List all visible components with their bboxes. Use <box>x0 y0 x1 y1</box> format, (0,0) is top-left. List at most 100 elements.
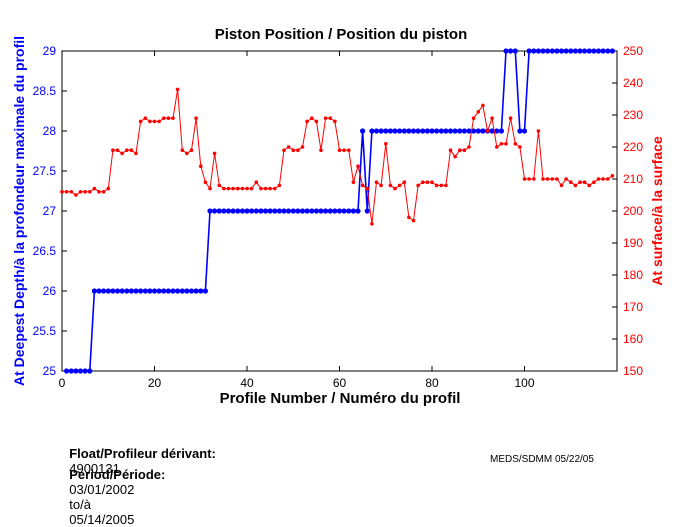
left-y-tick-label: 27.5 <box>33 164 57 178</box>
surface-data-point <box>342 148 346 152</box>
surface-data-point <box>481 103 485 108</box>
surface-data-point <box>268 186 272 191</box>
left-y-axis-label: At Deepest Depth/à la profondeur maximal… <box>11 36 27 386</box>
deepest-depth-data-point <box>216 208 222 214</box>
surface-data-point <box>490 116 494 120</box>
deepest-depth-data-point <box>503 48 509 54</box>
surface-data-point <box>541 177 545 181</box>
deepest-depth-data-point <box>188 288 195 294</box>
surface-data-point <box>351 180 356 184</box>
surface-data-point <box>157 119 161 124</box>
deepest-depth-data-point <box>341 208 347 214</box>
deepest-depth-data-point <box>82 368 88 374</box>
deepest-depth-data-point <box>128 288 134 294</box>
float-label: Float/Profileur dérivant: <box>69 446 216 461</box>
right-y-tick-label: 230 <box>623 108 643 122</box>
surface-data-point <box>92 186 97 191</box>
deepest-depth-data-point <box>355 208 361 214</box>
surface-data-point <box>587 183 592 188</box>
deepest-depth-data-point <box>373 128 380 134</box>
deepest-depth-data-point <box>461 128 467 134</box>
deepest-depth-data-point <box>281 208 287 214</box>
deepest-depth-data-point <box>577 48 583 54</box>
surface-data-point <box>439 183 444 188</box>
surface-data-point <box>194 116 198 120</box>
surface-data-point <box>60 190 64 194</box>
surface-data-point <box>333 119 337 124</box>
surface-data-point <box>83 190 87 194</box>
deepest-depth-data-point <box>457 128 463 134</box>
surface-data-point <box>393 186 397 191</box>
deepest-depth-data-point <box>262 208 269 214</box>
surface-data-point <box>559 183 564 188</box>
left-y-tick-label: 25 <box>43 364 57 378</box>
surface-data-point <box>203 180 208 184</box>
deepest-depth-data-point <box>475 128 481 134</box>
x-axis-label: Profile Number / Numéro du profil <box>220 390 461 407</box>
surface-data-point <box>64 190 69 194</box>
surface-data-point <box>582 180 587 184</box>
deepest-depth-data-point <box>549 48 555 54</box>
deepest-depth-data-point <box>424 128 430 134</box>
deepest-depth-data-point <box>221 208 227 214</box>
deepest-depth-data-point <box>512 48 518 54</box>
surface-data-point <box>411 218 416 223</box>
surface-data-point <box>249 186 254 191</box>
deepest-depth-data-point <box>346 208 352 214</box>
surface-data-point <box>374 180 379 184</box>
surface-data-point <box>97 190 101 194</box>
surface-data-point <box>458 148 462 152</box>
surface-data-point <box>596 177 601 181</box>
deepest-depth-data-point <box>295 208 301 214</box>
deepest-depth-data-point <box>429 128 435 134</box>
surface-data-point <box>273 186 277 191</box>
x-tick-label: 20 <box>148 376 162 390</box>
surface-series-line <box>62 89 613 224</box>
deepest-depth-data-point <box>517 128 523 134</box>
surface-data-point <box>236 186 240 191</box>
surface-data-point <box>397 183 402 188</box>
deepest-depth-data-point <box>304 208 310 214</box>
x-tick-label: 0 <box>59 376 66 390</box>
x-tick-label: 80 <box>425 376 439 390</box>
left-y-tick-label: 26 <box>43 284 57 298</box>
deepest-depth-data-point <box>161 288 167 294</box>
series-layer <box>60 48 616 374</box>
surface-data-point <box>106 186 111 191</box>
surface-data-point <box>125 148 129 152</box>
surface-data-point <box>286 145 291 149</box>
deepest-depth-data-point <box>521 128 528 134</box>
deepest-depth-data-point <box>568 48 574 54</box>
right-y-tick-label: 190 <box>623 236 643 250</box>
deepest-depth-data-point <box>114 288 121 294</box>
surface-data-point <box>175 87 180 92</box>
surface-data-point <box>573 183 578 188</box>
deepest-depth-data-point <box>318 208 324 214</box>
deepest-depth-data-point <box>110 288 116 294</box>
deepest-depth-data-point <box>313 208 319 214</box>
right-y-tick-label: 150 <box>623 364 643 378</box>
right-y-tick-label: 180 <box>623 268 643 282</box>
surface-data-point <box>555 177 559 181</box>
deepest-depth-data-point <box>327 208 333 214</box>
deepest-depth-data-point <box>387 128 393 134</box>
deepest-depth-data-point <box>360 128 366 134</box>
left-y-tick-label: 29 <box>43 44 57 58</box>
surface-data-point <box>148 119 152 124</box>
x-tick-label: 40 <box>240 376 254 390</box>
x-tick-label: 100 <box>514 376 534 390</box>
surface-data-point <box>485 129 490 133</box>
surface-data-point <box>407 215 411 220</box>
deepest-depth-data-point <box>249 208 255 214</box>
surface-data-point <box>495 145 499 149</box>
deepest-depth-data-point <box>364 208 370 214</box>
deepest-depth-data-point <box>563 48 569 54</box>
surface-data-point <box>291 148 296 152</box>
deepest-depth-data-point <box>336 208 343 214</box>
deepest-depth-data-point <box>452 128 458 134</box>
surface-data-point <box>610 174 615 178</box>
deepest-depth-data-point <box>535 48 542 54</box>
deepest-depth-data-point <box>198 288 204 294</box>
deepest-depth-data-point <box>124 288 130 294</box>
surface-data-point <box>323 116 328 120</box>
